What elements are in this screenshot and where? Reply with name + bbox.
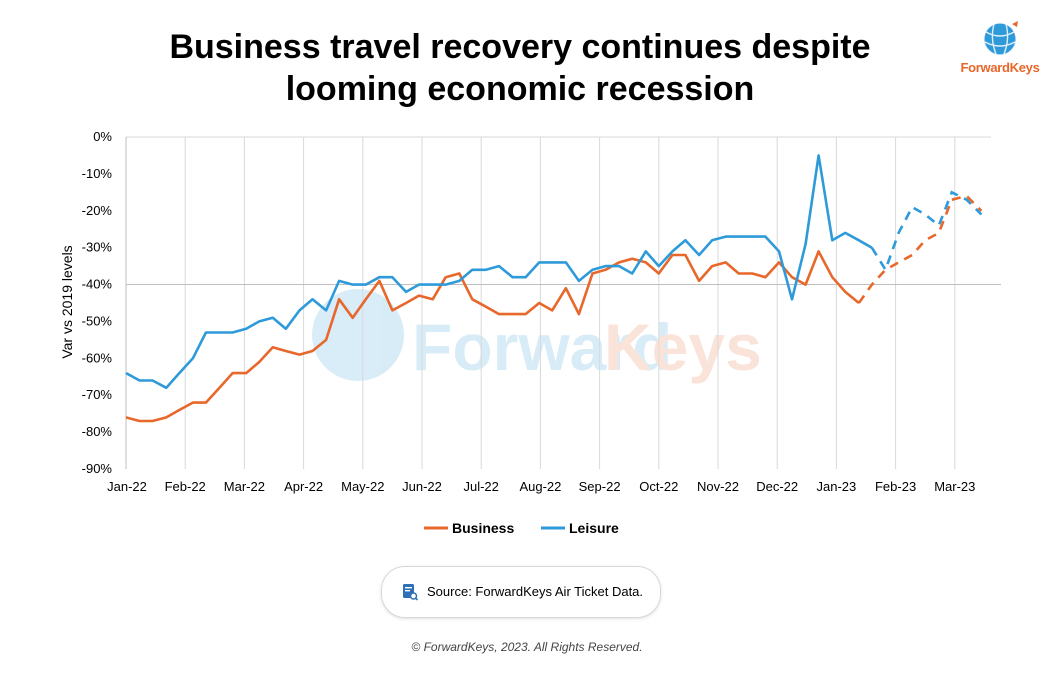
legend-label-leisure: Leisure <box>569 520 619 536</box>
source-badge: Source: ForwardKeys Air Ticket Data. <box>381 566 661 618</box>
x-tick-label: Mar-23 <box>934 479 975 494</box>
x-tick-label: Dec-22 <box>756 479 798 494</box>
y-tick-label: -20% <box>82 203 113 218</box>
legend: Business Leisure <box>424 520 619 536</box>
chart-title: Business travel recovery continues despi… <box>0 26 1040 110</box>
series-line-leisure <box>125 154 873 390</box>
title-line-2: looming economic recession <box>285 70 755 108</box>
y-tick-label: 0% <box>93 129 112 144</box>
x-axis: Jan-22 Feb-22 Mar-22 Apr-22 May-22 Jun-22 Jul-… <box>107 479 975 494</box>
x-tick-label: Sep-22 <box>579 479 621 494</box>
legend-label-business: Business <box>452 520 514 536</box>
x-tick-label: Oct-22 <box>639 479 678 494</box>
y-tick-label: -30% <box>82 240 113 255</box>
forwardkeys-logo: ForwardKeys <box>960 18 1040 78</box>
series-line-business <box>125 250 860 423</box>
series-forecast-business <box>857 194 983 304</box>
y-tick-label: -10% <box>82 166 113 181</box>
x-tick-label: May-22 <box>341 479 384 494</box>
x-tick-label: Jun-22 <box>402 479 442 494</box>
x-tick-label: Feb-22 <box>165 479 206 494</box>
series-forecast-leisure <box>870 190 983 273</box>
y-axis-label: Var vs 2019 levels <box>59 245 75 358</box>
x-tick-label: Apr-22 <box>284 479 323 494</box>
series-lines <box>125 154 983 423</box>
y-tick-label: -90% <box>82 461 113 476</box>
x-tick-label: Feb-23 <box>875 479 916 494</box>
x-tick-label: Jan-22 <box>107 479 147 494</box>
x-tick-label: Jul-22 <box>463 479 498 494</box>
x-tick-label: Jan-23 <box>817 479 857 494</box>
document-search-icon <box>403 584 418 601</box>
globe-icon <box>983 21 1018 56</box>
x-tick-label: Aug-22 <box>519 479 561 494</box>
copyright: © ForwardKeys, 2023. All Rights Reserved… <box>411 640 643 654</box>
watermark-text-b: Keys <box>604 310 762 384</box>
title-line-1: Business travel recovery continues despi… <box>169 28 871 66</box>
y-tick-label: -50% <box>82 313 113 328</box>
y-tick-label: -80% <box>82 424 113 439</box>
x-tick-label: Mar-22 <box>224 479 265 494</box>
logo-text: ForwardKeys <box>960 60 1040 75</box>
x-tick-label: Nov-22 <box>697 479 739 494</box>
y-tick-label: -60% <box>82 350 113 365</box>
y-tick-label: -70% <box>82 387 113 402</box>
source-text: Source: ForwardKeys Air Ticket Data. <box>427 584 644 599</box>
y-tick-label: -40% <box>82 277 113 292</box>
gridlines <box>125 136 1001 469</box>
y-axis: 0% -10% -20% -30% -40% -50% -60% -70% -80% -90% <box>82 129 113 476</box>
watermark-text-a: Forward <box>412 310 672 384</box>
